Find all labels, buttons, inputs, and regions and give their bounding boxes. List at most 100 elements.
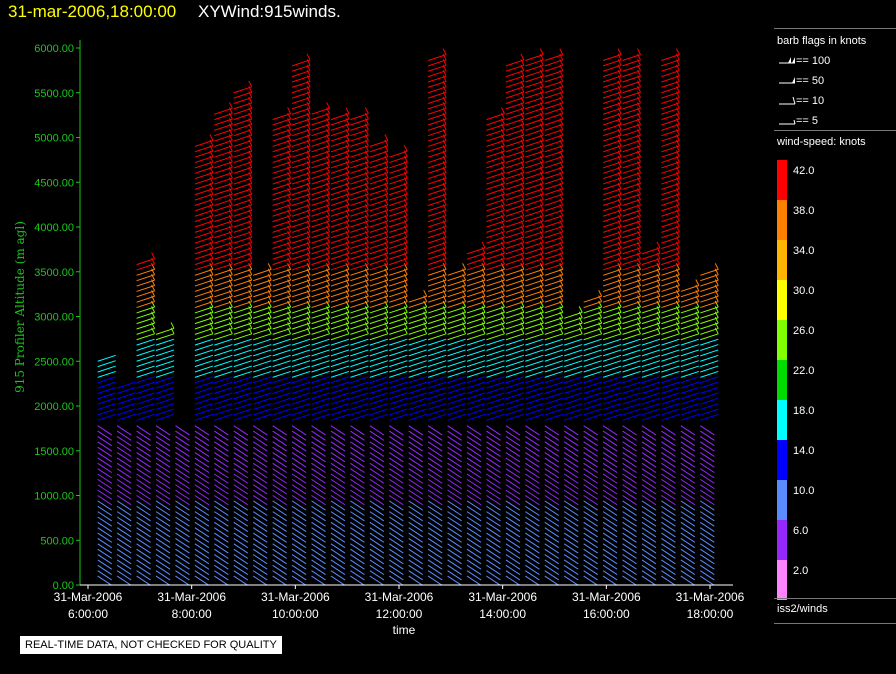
wind-barb [389, 365, 408, 373]
wind-barb [175, 548, 190, 559]
x-axis-label: time [392, 623, 416, 637]
wind-barb [661, 413, 680, 421]
wind-barb [486, 317, 505, 325]
wind-barb [291, 252, 311, 260]
wind-barb [622, 59, 641, 67]
wind-barb [214, 118, 233, 126]
wind-barb [252, 446, 268, 457]
wind-barb [661, 290, 680, 298]
wind-barb [155, 344, 175, 351]
wind-barb [330, 376, 350, 384]
wind-barb [116, 397, 136, 405]
wind-barb [291, 538, 307, 549]
wind-barb [253, 365, 272, 373]
wind-barb [311, 268, 330, 276]
wind-barb [486, 215, 505, 223]
wind-barb [291, 156, 311, 164]
wind-barb [389, 204, 408, 212]
wind-barb [447, 468, 462, 479]
wind-barb [330, 193, 350, 201]
wind-barb [350, 306, 369, 314]
wind-barb [194, 446, 210, 457]
wind-barb [505, 70, 525, 78]
wind-barb [272, 225, 291, 233]
wind-barb [544, 129, 563, 137]
wind-barb [505, 80, 525, 88]
wind-barb [680, 317, 700, 325]
wind-barb [369, 156, 389, 164]
wind-barb [427, 538, 443, 549]
wind-barb [486, 575, 501, 586]
wind-barb [291, 236, 311, 244]
wind-barb [505, 156, 525, 164]
wind-barb [661, 225, 680, 233]
wind-barb [505, 242, 525, 249]
y-tick-label: 3000.00 [34, 312, 74, 324]
wind-barb [272, 354, 291, 362]
wind-barb [602, 425, 618, 436]
wind-barb [661, 532, 676, 543]
wind-barb [700, 344, 719, 351]
wind-barb [602, 564, 618, 575]
wind-barb-flag [267, 263, 272, 270]
wind-barb [330, 489, 346, 500]
wind-barb [408, 392, 427, 400]
wind-barb [253, 344, 272, 351]
wind-barb [505, 166, 525, 174]
wind-barb [272, 220, 291, 228]
wind-barb [194, 349, 214, 357]
wind-barb [233, 354, 252, 362]
wind-barb [563, 436, 579, 447]
wind-barb [427, 91, 447, 99]
wind-barb [466, 381, 486, 389]
wind-barb [680, 505, 696, 516]
wind-barb [291, 559, 307, 570]
wind-barb [641, 397, 661, 405]
wind-barb [525, 225, 544, 233]
wind-barb [408, 376, 427, 384]
wind-barb-flag [423, 290, 428, 297]
wind-barb [272, 188, 291, 196]
wind-barb [525, 113, 544, 121]
wind-barb [408, 446, 423, 457]
x-axis-ticks: 31-Mar-20066:00:0031-Mar-20068:00:0031-M… [54, 585, 745, 621]
wind-barb [311, 113, 330, 121]
wind-barb [525, 392, 544, 400]
wind-barb [602, 559, 618, 570]
wind-barb [563, 538, 579, 549]
wind-barb [544, 327, 563, 335]
wind-barb [272, 322, 291, 330]
wind-barb [194, 150, 214, 158]
wind-barb [622, 360, 641, 368]
wind-barb [116, 564, 132, 575]
wind-barb [389, 468, 404, 479]
wind-barb [253, 403, 272, 411]
wind-barb [330, 118, 350, 126]
wind-barb [427, 543, 443, 554]
wind-barb [447, 376, 466, 384]
wind-barb [253, 413, 272, 421]
wind-barb [583, 311, 602, 319]
wind-barb [330, 145, 350, 153]
wind-barb [194, 365, 214, 373]
wind-barb [214, 338, 233, 346]
wind-barb [233, 473, 249, 484]
wind-barb [194, 193, 214, 201]
wind-barb [175, 527, 190, 538]
wind-barb [622, 156, 641, 164]
wind-barbs [97, 48, 719, 586]
wind-barb [311, 242, 330, 249]
wind-barb [330, 150, 350, 158]
wind-barb [544, 370, 563, 378]
wind-barb [466, 505, 482, 516]
wind-barb [350, 242, 369, 249]
wind-barb [253, 279, 272, 287]
wind-barb [525, 188, 544, 196]
wind-barb [233, 564, 249, 575]
wind-barb [622, 97, 641, 104]
wind-barb [486, 161, 505, 169]
wind-barb [214, 516, 229, 527]
wind-barb [252, 516, 268, 527]
wind-barb [214, 306, 233, 314]
wind-barb [602, 452, 618, 463]
